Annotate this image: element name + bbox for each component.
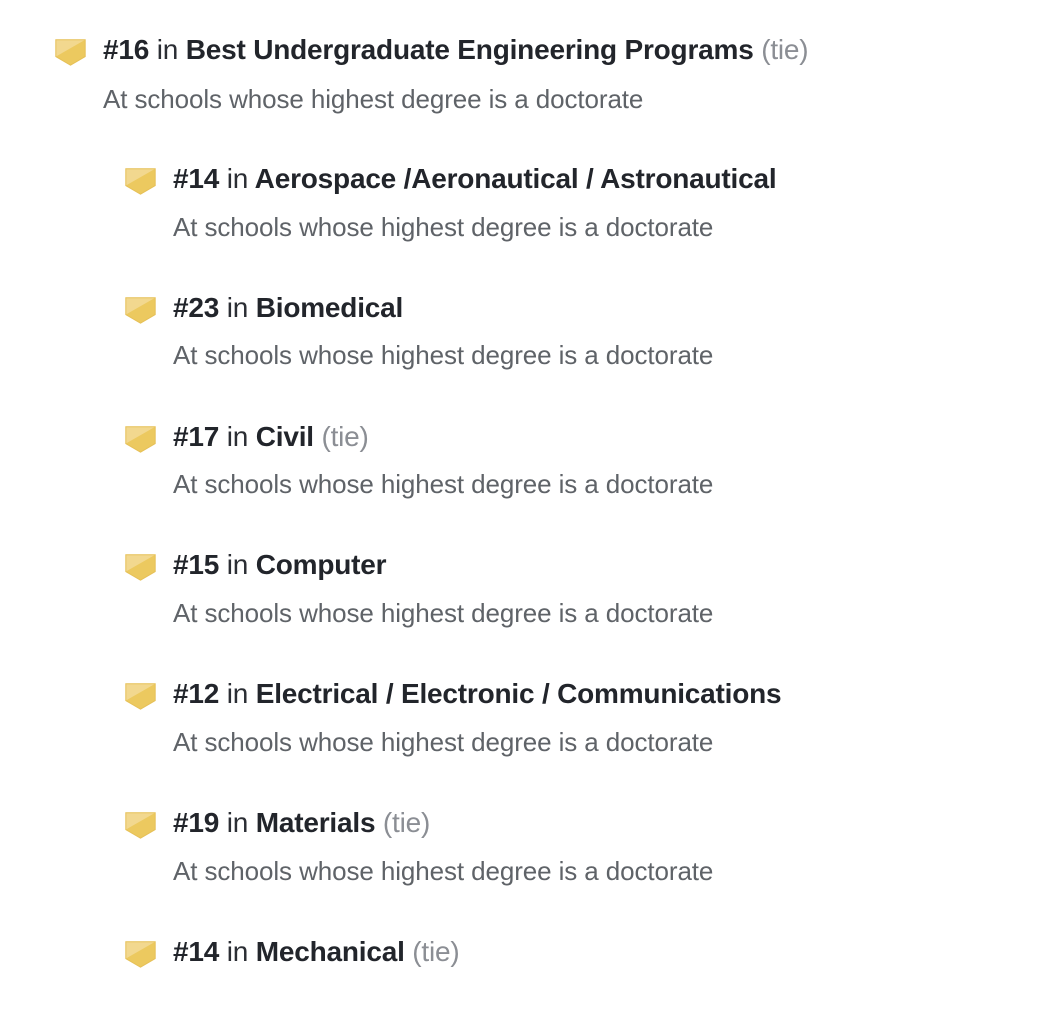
award-badge-icon xyxy=(125,812,156,839)
ranking-headline: #12 in Electrical / Electronic / Communi… xyxy=(125,674,1056,714)
rank-category: Best Undergraduate Engineering Programs xyxy=(185,34,754,65)
rank-number: #15 xyxy=(173,549,220,581)
ranking-headline: #16 in Best Undergraduate Engineering Pr… xyxy=(55,30,1056,70)
ranking-item-materials[interactable]: #19 in Materials (tie) At schools whose … xyxy=(0,803,1056,889)
ranking-headline-text: #23 in Biomedical xyxy=(156,288,403,328)
ranking-headline: #14 in Aerospace /Aeronautical / Astrona… xyxy=(125,159,1056,199)
ranking-item-electrical[interactable]: #12 in Electrical / Electronic / Communi… xyxy=(0,674,1056,760)
ranking-headline-text: #16 in Best Undergraduate Engineering Pr… xyxy=(86,30,809,70)
ranking-subtitle: At schools whose highest degree is a doc… xyxy=(173,855,714,886)
rank-category: Mechanical xyxy=(255,935,405,967)
award-badge-icon xyxy=(125,941,156,968)
ranking-item-biomedical[interactable]: #23 in Biomedical At schools whose highe… xyxy=(0,288,1056,374)
ranking-subtitle: At schools whose highest degree is a doc… xyxy=(173,726,714,757)
rank-category: Biomedical xyxy=(255,291,404,323)
rank-category: Materials xyxy=(255,807,376,839)
ranking-item-aerospace[interactable]: #14 in Aerospace /Aeronautical / Astrona… xyxy=(0,159,1056,245)
rank-tie-label: (tie) xyxy=(412,935,460,967)
award-badge-icon xyxy=(125,554,156,582)
ranking-item-primary[interactable]: #16 in Best Undergraduate Engineering Pr… xyxy=(0,30,1056,117)
ranking-subtitle: At schools whose highest degree is a doc… xyxy=(173,598,714,629)
ranking-subtitle: At schools whose highest degree is a doc… xyxy=(173,469,714,500)
ranking-subtitle: At schools whose highest degree is a doc… xyxy=(173,211,714,242)
rank-preposition: in xyxy=(226,291,249,323)
ranking-headline: #17 in Civil (tie) xyxy=(125,417,1056,457)
ranking-headline-text: #19 in Materials (tie) xyxy=(156,803,430,843)
rank-number: #17 xyxy=(173,420,220,452)
ranking-headline: #15 in Computer xyxy=(125,545,1056,585)
rank-number: #14 xyxy=(173,935,220,967)
rank-tie-label: (tie) xyxy=(382,807,431,839)
rank-category: Electrical / Electronic / Communications xyxy=(255,678,782,710)
rank-preposition: in xyxy=(226,162,249,194)
award-badge-icon xyxy=(125,296,156,324)
ranking-headline-text: #12 in Electrical / Electronic / Communi… xyxy=(156,674,782,714)
ranking-headline-text: #14 in Aerospace /Aeronautical / Astrona… xyxy=(156,159,777,199)
rank-category: Civil xyxy=(255,420,314,452)
rank-number: #14 xyxy=(173,162,220,194)
ranking-headline-text: #14 in Mechanical (tie) xyxy=(156,932,460,972)
rank-number: #19 xyxy=(173,807,220,839)
award-badge-icon xyxy=(125,168,156,195)
ranking-item-computer[interactable]: #15 in Computer At schools whose highest… xyxy=(0,545,1056,631)
ranking-subtitle: At schools whose highest degree is a doc… xyxy=(103,83,644,114)
rank-tie-label: (tie) xyxy=(321,420,369,452)
rank-preposition: in xyxy=(226,549,249,581)
ranking-headline: #23 in Biomedical xyxy=(125,288,1056,328)
ranking-headline: #14 in Mechanical (tie) xyxy=(125,932,1056,972)
award-badge-icon xyxy=(125,683,156,710)
ranking-item-mechanical[interactable]: #14 in Mechanical (tie) xyxy=(0,932,1056,972)
rank-category: Computer xyxy=(255,549,387,581)
rank-number: #16 xyxy=(103,34,150,65)
rank-number: #12 xyxy=(173,678,220,710)
rank-preposition: in xyxy=(226,420,249,452)
award-badge-icon xyxy=(125,425,156,453)
ranking-headline-text: #15 in Computer xyxy=(156,545,387,585)
rank-category: Aerospace /Aeronautical / Astronautical xyxy=(254,162,777,194)
ranking-subtitle: At schools whose highest degree is a doc… xyxy=(173,340,714,371)
rank-preposition: in xyxy=(156,34,179,65)
rank-preposition: in xyxy=(226,935,249,967)
ranking-headline: #19 in Materials (tie) xyxy=(125,803,1056,843)
award-badge-icon xyxy=(55,39,86,66)
rank-tie-label: (tie) xyxy=(761,34,809,65)
rank-preposition: in xyxy=(226,678,249,710)
rank-preposition: in xyxy=(226,807,249,839)
rank-number: #23 xyxy=(173,291,220,323)
ranking-item-civil[interactable]: #17 in Civil (tie) At schools whose high… xyxy=(0,417,1056,503)
ranking-headline-text: #17 in Civil (tie) xyxy=(156,417,369,457)
